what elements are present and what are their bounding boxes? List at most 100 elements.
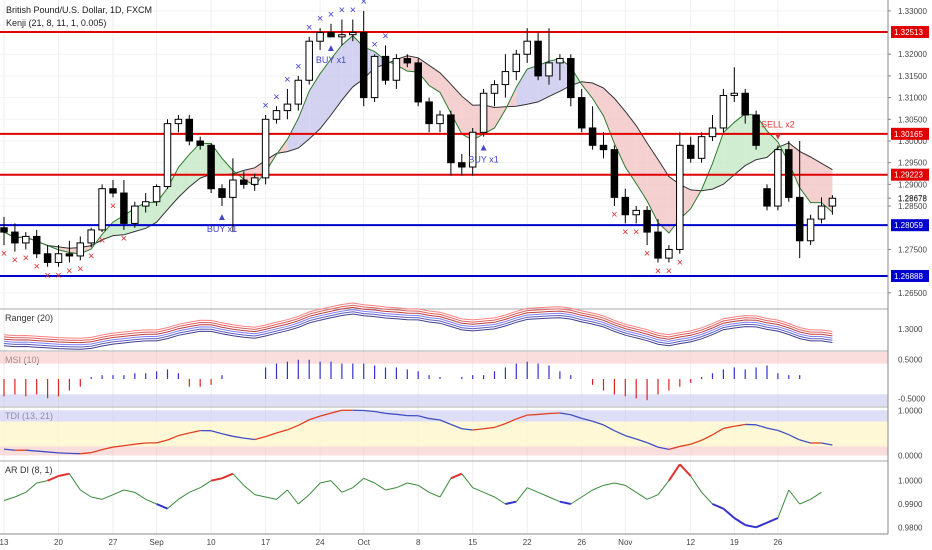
tdi-line <box>25 449 37 452</box>
x-marker-red: × <box>110 200 116 212</box>
tdi-line <box>538 412 550 416</box>
tdi-line <box>3 448 15 451</box>
ardi-line <box>461 473 474 488</box>
candle-body <box>817 205 826 220</box>
ardi-line <box>592 484 604 491</box>
tdi-line <box>276 429 288 434</box>
candle-body <box>545 62 553 77</box>
x-marker-blue: × <box>284 74 290 86</box>
candle-body <box>567 58 575 99</box>
tdi-line <box>254 435 266 441</box>
candle-body <box>294 79 303 105</box>
level-badge <box>891 25 929 38</box>
candle-body <box>556 58 564 64</box>
ma-cloud <box>222 158 233 176</box>
y-tick-label: 1.3000 <box>898 325 923 334</box>
x-tick-label: Sep <box>149 538 164 547</box>
candle-body <box>316 32 324 42</box>
tdi-line <box>189 429 201 434</box>
candle-body <box>610 149 619 198</box>
candle-body <box>392 58 401 81</box>
tdi-line <box>603 424 615 432</box>
x-marker-red: × <box>644 248 650 260</box>
ma-cloud <box>636 125 648 201</box>
ardi-line <box>712 503 724 510</box>
candle-body <box>425 101 433 125</box>
ardi-line <box>297 494 310 505</box>
ranger-band <box>3 302 833 339</box>
candle-body <box>185 118 194 142</box>
ardi-line <box>254 494 266 498</box>
candle-body <box>795 196 804 242</box>
y-tick-label: 1.29500 <box>898 159 927 168</box>
ardi-line <box>635 491 648 500</box>
ardi-line <box>156 503 168 510</box>
candle-body <box>207 144 215 190</box>
ardi-line <box>603 482 615 486</box>
x-tick-label: 17 <box>261 538 270 547</box>
candle-body <box>828 197 837 207</box>
level-label: 1.28059 <box>894 221 923 230</box>
candle-body <box>109 188 117 194</box>
candle-body <box>686 144 695 159</box>
ardi-line <box>145 498 157 505</box>
ardi-line <box>646 494 659 500</box>
buy-arrow: ▲ <box>326 43 336 54</box>
tdi-line <box>635 438 648 444</box>
x-marker-red: × <box>33 261 39 273</box>
x-marker-red: × <box>23 252 29 264</box>
ardi-line <box>559 500 572 505</box>
tdi-line <box>418 415 430 420</box>
ardi-line <box>766 517 779 524</box>
x-tick-label: Nov <box>618 538 632 547</box>
candle-body <box>370 55 379 99</box>
y-tick-label: 1.28500 <box>898 202 927 211</box>
candle-body <box>599 144 608 151</box>
ardi-line <box>733 517 746 526</box>
candle-body <box>741 92 749 116</box>
ardi-line <box>755 521 768 529</box>
ardi-line <box>80 489 92 498</box>
ardi-line <box>657 480 670 495</box>
tdi-line <box>723 425 735 430</box>
x-marker-red: × <box>633 226 639 238</box>
ardi-line <box>385 487 397 491</box>
tdi-line <box>80 452 92 455</box>
tdi-line <box>461 428 473 431</box>
tdi-line <box>734 423 746 427</box>
tdi-line <box>429 417 441 421</box>
x-marker-red: × <box>44 270 50 282</box>
ardi-line <box>417 484 430 493</box>
candle-body <box>327 32 335 38</box>
candle-body <box>22 235 30 244</box>
ma-cloud <box>178 154 190 198</box>
ardi-line <box>167 498 179 510</box>
ranger-band <box>3 306 833 344</box>
x-tick-label: 13 <box>0 538 9 547</box>
x-tick-label: 8 <box>416 538 421 547</box>
candle-body <box>349 32 357 36</box>
candle-body <box>588 127 597 146</box>
x-marker-red: × <box>655 265 661 277</box>
candle-body <box>654 231 662 259</box>
ardi-line <box>134 491 146 500</box>
ranger-band <box>3 313 833 350</box>
ma-cloud <box>603 88 615 144</box>
ma-cloud <box>614 98 626 168</box>
tdi-line <box>516 414 528 420</box>
candle-body <box>152 186 161 203</box>
y-tick-label: 1.29000 <box>898 180 927 189</box>
candle-body <box>577 97 586 129</box>
tdi-line <box>178 432 190 437</box>
indicator-legend: Kenji (21, 8, 11, 1, 0.005) <box>6 18 106 28</box>
ardi-line <box>505 500 517 505</box>
candle-body <box>381 55 390 81</box>
tdi-line <box>581 417 593 422</box>
tdi-line <box>58 452 70 455</box>
tdi-line <box>494 423 506 429</box>
ma-cloud <box>145 202 157 229</box>
candle-body <box>76 242 85 257</box>
ranger-band <box>3 304 833 341</box>
ma-cloud <box>799 151 811 203</box>
tdi-line <box>788 434 800 441</box>
